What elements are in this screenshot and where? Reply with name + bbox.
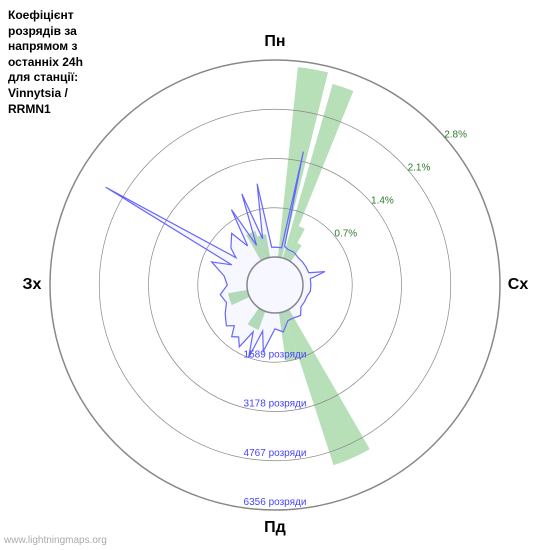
blue-ring-label: 3178 розряди <box>244 399 307 410</box>
green-ring-label: 2.1% <box>408 162 431 173</box>
green-ring-label: 1.4% <box>371 195 394 206</box>
blue-ring-label: 1589 розряди <box>244 349 307 360</box>
green-bar <box>284 309 370 465</box>
blue-ring-label: 6356 розряди <box>244 497 307 508</box>
direction-label: Пн <box>264 33 285 50</box>
direction-label: Зх <box>23 276 42 293</box>
polar-chart: Пн Сх Пд Зх 1589 розряди 3178 розряди 4767 роз… <box>0 0 550 550</box>
direction-label: Сх <box>508 276 529 293</box>
green-ring-label: 2.8% <box>444 129 467 140</box>
direction-label: Пд <box>264 519 286 536</box>
green-ring-label: 0.7% <box>334 228 357 239</box>
blue-ring-label: 4767 розряди <box>244 448 307 459</box>
